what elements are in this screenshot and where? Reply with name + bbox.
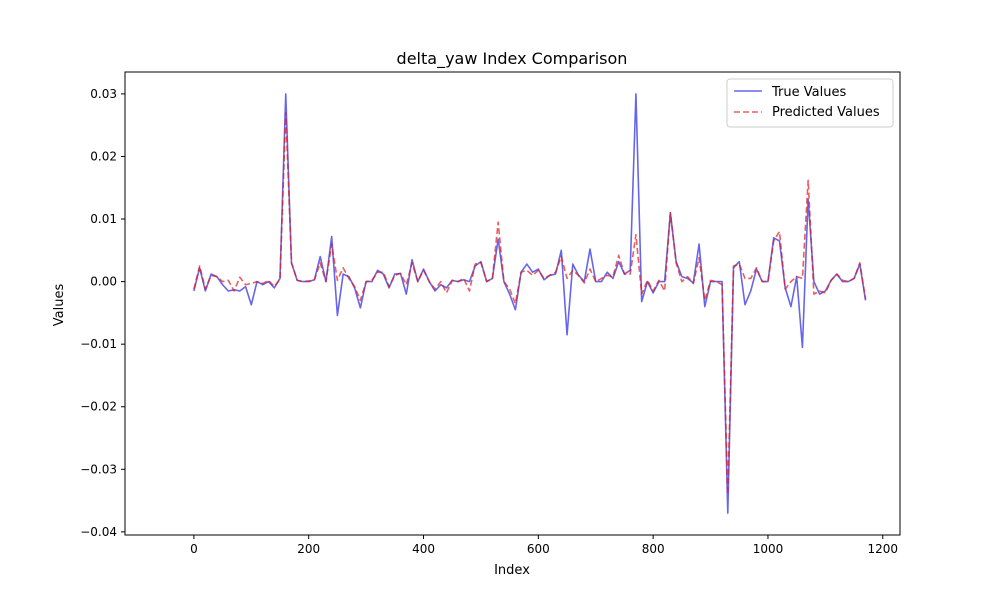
series-line-predicted-values xyxy=(193,111,867,496)
y-tick-label: 0.03 xyxy=(90,87,117,101)
axes-frame xyxy=(124,71,901,536)
chart-title: delta_yaw Index Comparison xyxy=(397,49,628,69)
x-tick-label: 1000 xyxy=(753,542,784,556)
x-tick-label: 200 xyxy=(297,542,320,556)
x-axis-title: Index xyxy=(494,563,530,578)
y-tick-label: −0.01 xyxy=(80,337,117,351)
x-tick-label: 400 xyxy=(412,542,435,556)
y-tick-label: 0.00 xyxy=(90,275,117,289)
legend-label-predicted-values: Predicted Values xyxy=(772,105,880,120)
y-tick-label: 0.01 xyxy=(90,212,117,226)
x-axis-ticks: 0 200 400 600 800 1000 1200 xyxy=(190,535,898,556)
x-tick-label: 0 xyxy=(190,542,198,556)
y-axis-ticks: −0.04 −0.03 −0.02 −0.01 0.00 0.01 0.02 0.03 xyxy=(80,87,125,539)
y-tick-label: 0.02 xyxy=(90,149,117,163)
x-tick-label: 600 xyxy=(527,542,550,556)
plot-area xyxy=(193,93,867,514)
y-tick-label: −0.04 xyxy=(80,525,117,539)
y-tick-label: −0.03 xyxy=(80,462,117,476)
legend: True Values Predicted Values xyxy=(726,78,894,128)
legend-label-true-values: True Values xyxy=(771,85,846,100)
x-tick-label: 1200 xyxy=(868,542,899,556)
axes xyxy=(124,71,901,536)
x-tick-label: 800 xyxy=(642,542,665,556)
legend-box xyxy=(726,78,894,128)
y-axis-title: Values xyxy=(52,284,67,327)
y-tick-label: −0.02 xyxy=(80,400,117,414)
